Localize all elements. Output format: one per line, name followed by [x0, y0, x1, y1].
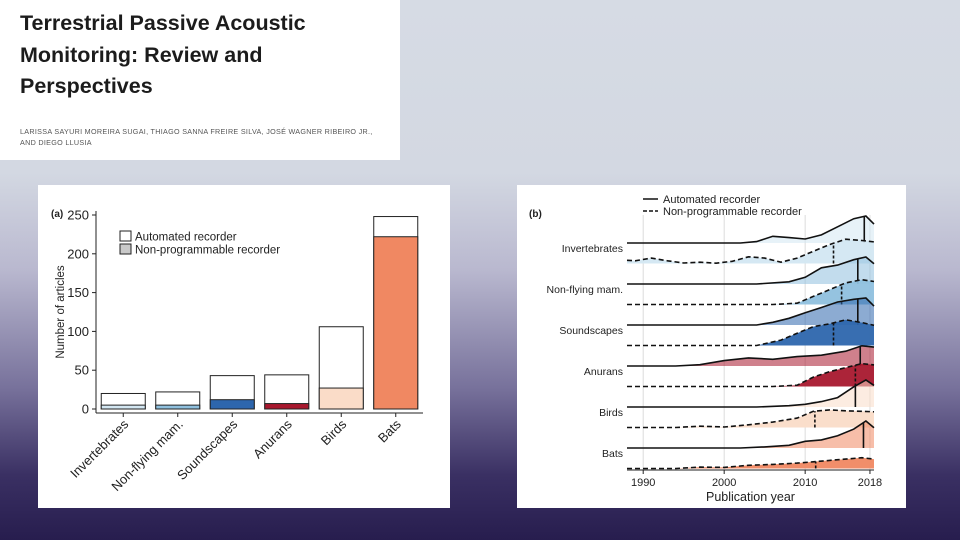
x-tick-label: Bats — [375, 416, 404, 445]
y-tick-label: 0 — [82, 402, 89, 417]
ridge-line-nonprog-soundscapes — [627, 318, 875, 347]
authors-line-2: AND DIEGO LLUSIA — [20, 138, 92, 147]
bar-nonprogrammable-non-flying-mam — [155, 404, 201, 410]
legend-label-automated: Automated recorder — [663, 194, 761, 206]
y-category-label: Soundscapes — [559, 325, 623, 337]
x-tick-label: 2000 — [712, 477, 736, 489]
ridge-line-nonprog-non-flying-mam — [627, 278, 875, 306]
legend-label-automated: Automated recorder — [135, 232, 237, 244]
ridge-fill-nonprog-bats — [627, 457, 874, 469]
legend-swatch-nonprogrammable — [119, 243, 132, 255]
ridge-line-automated-non-flying-mam — [627, 256, 875, 285]
ridge-fill-automated-soundscapes — [627, 298, 874, 325]
ridge-fill-automated-non-flying-mam — [627, 257, 874, 284]
ridge-fill-nonprog-non-flying-mam — [627, 279, 874, 305]
ridge-fill-nonprog-birds — [627, 409, 874, 428]
ridge-fill-automated-birds — [627, 380, 874, 407]
y-tick-label: 250 — [67, 208, 89, 223]
y-tick-label: 50 — [75, 363, 89, 378]
y-tick-label: 100 — [67, 324, 89, 339]
bar-nonprogrammable-anurans — [264, 403, 310, 410]
x-tick-label: Anurans — [250, 416, 295, 461]
y-axis-label: Number of articles — [55, 265, 67, 359]
ridge-fill-automated-invertebrates — [627, 216, 874, 243]
ridge-fill-nonprog-invertebrates — [627, 239, 874, 264]
ridge-line-automated-soundscapes — [627, 297, 875, 326]
y-category-label: Birds — [599, 407, 623, 419]
bar-nonprogrammable-soundscapes — [209, 399, 255, 410]
y-category-label: Anurans — [584, 366, 623, 378]
paper-title-card: Terrestrial Passive Acoustic Monitoring:… — [0, 0, 400, 160]
ridge-fill-automated-anurans — [627, 345, 874, 366]
legend-label-nonprogrammable: Non-programmable recorder — [663, 206, 802, 218]
y-tick-label: 150 — [67, 285, 89, 300]
x-tick-label: 2018 — [858, 477, 882, 489]
y-category-label: Non-flying mam. — [547, 284, 623, 296]
ridge-fill-nonprog-anurans — [627, 363, 874, 387]
x-tick-label: 2010 — [793, 477, 817, 489]
ridge-line-nonprog-anurans — [627, 362, 875, 388]
bar-nonprogrammable-bats — [373, 236, 419, 410]
authors-line-1: LARISSA SAYURI MOREIRA SUGAI, THIAGO SAN… — [20, 127, 373, 136]
ridge-line-nonprog-bats — [627, 456, 875, 470]
y-category-label: Invertebrates — [562, 243, 623, 255]
ridge-line-automated-invertebrates — [627, 215, 875, 244]
x-axis-label: Publication year — [706, 490, 795, 504]
ridge-line-automated-anurans — [627, 344, 875, 367]
ridge-line-nonprog-birds — [627, 409, 875, 429]
ridge-fill-nonprog-soundscapes — [627, 319, 874, 346]
ridge-line-automated-bats — [627, 420, 875, 449]
ridge-line-automated-birds — [627, 379, 875, 408]
y-tick-label: 200 — [67, 246, 89, 261]
ridgeline-chart-panel: (b) Invertebrates Non-flying mam. Soundscap… — [517, 185, 906, 508]
y-category-label: Bats — [602, 448, 623, 460]
x-tick-label: Birds — [318, 416, 350, 448]
bar-nonprogrammable-birds — [318, 387, 364, 410]
bar-nonprogrammable-invertebrates — [100, 404, 146, 410]
x-tick-label: 1990 — [631, 477, 655, 489]
bar-chart-panel: (a) 0 50 100 150 200 250 Number of articles Inve… — [38, 185, 450, 508]
legend-swatch-automated — [119, 230, 132, 242]
ridge-line-nonprog-invertebrates — [626, 238, 875, 265]
panel-label: (b) — [529, 209, 542, 220]
legend-label-nonprogrammable: Non-programmable recorder — [135, 245, 280, 257]
paper-title: Terrestrial Passive Acoustic Monitoring:… — [20, 11, 306, 98]
panel-label: (a) — [51, 209, 63, 220]
ridgeline-chart: (b) Invertebrates Non-flying mam. Soundscap… — [529, 194, 882, 504]
paper-authors: LARISSA SAYURI MOREIRA SUGAI, THIAGO SAN… — [20, 126, 400, 148]
